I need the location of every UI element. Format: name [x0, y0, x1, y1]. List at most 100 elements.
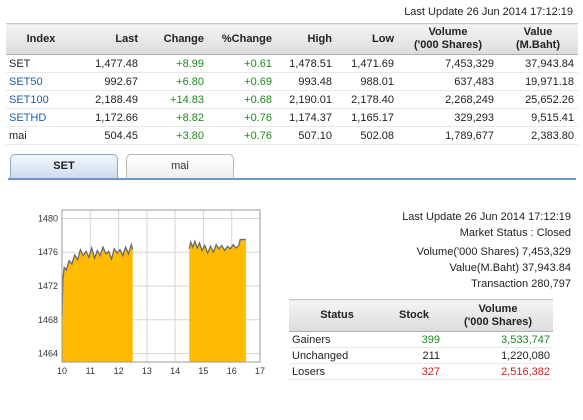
table-row: Losers 327 2,516,382 [289, 363, 553, 380]
index-pct-change: +0.76 [208, 108, 276, 127]
session-line-2 [188, 238, 246, 255]
session-area-2 [189, 239, 246, 362]
col-index: Index [6, 23, 76, 55]
index-change: +6.80 [142, 72, 208, 91]
status-name: Unchanged [289, 347, 385, 364]
tab-mai[interactable]: mai [126, 154, 234, 178]
x-tick-label: 14 [170, 366, 180, 376]
index-value: 2,383.80 [498, 126, 578, 145]
col-low: Low [336, 23, 398, 55]
y-tick-label: 1476 [38, 247, 58, 257]
index-pct-change: +0.69 [208, 72, 276, 91]
table-row[interactable]: SET100 2,188.49 +14.83 +0.68 2,190.01 2,… [6, 90, 578, 109]
chart-last-update: Last Update 26 Jun 2014 17:12:19 [402, 211, 571, 223]
index-table-header: Index Last Change %Change High Low Volum… [6, 23, 578, 55]
status-table-header: Status Stock Volume ('000 Shares) [289, 299, 553, 332]
index-change: +8.99 [142, 54, 208, 73]
chart-svg: 1480 1476 1472 1468 1464 10 11 12 13 14 15 16 17 [38, 209, 265, 376]
index-high: 993.48 [276, 72, 336, 91]
table-row: Unchanged 211 1,220,080 [289, 347, 553, 364]
index-volume: 329,293 [398, 108, 498, 127]
index-low: 502.08 [336, 126, 398, 145]
col-volume: Volume ('000 Shares) [443, 299, 553, 332]
index-last: 1,172.66 [76, 108, 142, 127]
index-pct-change: +0.68 [208, 90, 276, 109]
index-table: Index Last Change %Change High Low Volum… [6, 23, 578, 145]
session-area-1 [62, 244, 133, 362]
index-name-link[interactable]: SET100 [6, 90, 76, 109]
index-high: 2,190.01 [276, 90, 336, 109]
status-volume: 1,220,080 [443, 347, 553, 364]
market-value: Value(M.Baht) 37,943.84 [449, 262, 571, 274]
col-volume: Volume ('000 Shares) [398, 23, 498, 55]
intraday-chart: 1480 1476 1472 1468 1464 10 11 12 13 14 15 16 17 [30, 202, 270, 382]
index-last: 504.45 [76, 126, 142, 145]
status-name: Gainers [289, 331, 385, 348]
status-name: Losers [289, 363, 385, 380]
session-line-1 [61, 242, 134, 316]
market-status: Market Status : Closed [459, 227, 571, 239]
table-row[interactable]: mai 504.45 +3.80 +0.76 507.10 502.08 1,7… [6, 126, 578, 145]
index-low: 988.01 [336, 72, 398, 91]
table-row[interactable]: SET50 992.67 +6.80 +0.69 993.48 988.01 6… [6, 72, 578, 91]
y-tick-label: 1480 [38, 213, 58, 223]
x-tick-label: 12 [114, 366, 124, 376]
index-last: 992.67 [76, 72, 142, 91]
index-last: 2,188.49 [76, 90, 142, 109]
y-tick-label: 1472 [38, 281, 58, 291]
index-change: +8.82 [142, 108, 208, 127]
index-pct-change: +0.76 [208, 126, 276, 145]
y-tick-label: 1468 [38, 315, 58, 325]
index-low: 1,165.17 [336, 108, 398, 127]
col-pct-change: %Change [208, 23, 276, 55]
x-tick-label: 17 [255, 366, 265, 376]
status-stock-count: 327 [385, 363, 443, 380]
status-stock-count: 211 [385, 347, 443, 364]
table-row[interactable]: SET 1,477.48 +8.99 +0.61 1,478.51 1,471.… [6, 54, 578, 73]
last-update-text: Last Update 26 Jun 2014 17:12:19 [404, 6, 573, 18]
index-pct-change: +0.61 [208, 54, 276, 73]
table-row: Gainers 399 3,533,747 [289, 331, 553, 348]
market-transaction: Transaction 280,797 [471, 278, 571, 290]
x-tick-label: 16 [227, 366, 237, 376]
status-stock-count: 399 [385, 331, 443, 348]
index-value: 25,652.26 [498, 90, 578, 109]
index-volume: 2,268,249 [398, 90, 498, 109]
x-tick-label: 13 [142, 366, 152, 376]
table-row[interactable]: SETHD 1,172.66 +8.82 +0.76 1,174.37 1,16… [6, 108, 578, 127]
status-volume: 3,533,747 [443, 331, 553, 348]
col-change: Change [142, 23, 208, 55]
index-high: 507.10 [276, 126, 336, 145]
y-tick-label: 1464 [38, 349, 58, 359]
index-high: 1,478.51 [276, 54, 336, 73]
x-tick-label: 11 [86, 366, 95, 376]
index-last: 1,477.48 [76, 54, 142, 73]
market-tabs: SET mai [8, 154, 576, 180]
index-low: 1,471.69 [336, 54, 398, 73]
col-stock: Stock [385, 299, 443, 332]
index-value: 19,971.18 [498, 72, 578, 91]
index-name: mai [6, 126, 76, 145]
index-volume: 1,789,677 [398, 126, 498, 145]
market-volume: Volume('000 Shares) 7,453,329 [416, 246, 571, 258]
index-name-link[interactable]: SET50 [6, 72, 76, 91]
index-value: 37,943.84 [498, 54, 578, 73]
index-high: 1,174.37 [276, 108, 336, 127]
status-volume: 2,516,382 [443, 363, 553, 380]
index-change: +3.80 [142, 126, 208, 145]
index-name: SET [6, 54, 76, 73]
col-value: Value (M.Baht) [498, 23, 578, 55]
x-tick-label: 15 [198, 366, 208, 376]
col-status: Status [289, 299, 385, 332]
index-low: 2,178.40 [336, 90, 398, 109]
status-table: Status Stock Volume ('000 Shares) Gainers… [289, 299, 553, 380]
tab-set[interactable]: SET [10, 154, 118, 178]
index-change: +14.83 [142, 90, 208, 109]
index-value: 9,515.41 [498, 108, 578, 127]
index-volume: 637,483 [398, 72, 498, 91]
col-last: Last [76, 23, 142, 55]
plot-border [61, 209, 261, 363]
index-name-link[interactable]: SETHD [6, 108, 76, 127]
x-tick-label: 10 [57, 366, 67, 376]
index-volume: 7,453,329 [398, 54, 498, 73]
